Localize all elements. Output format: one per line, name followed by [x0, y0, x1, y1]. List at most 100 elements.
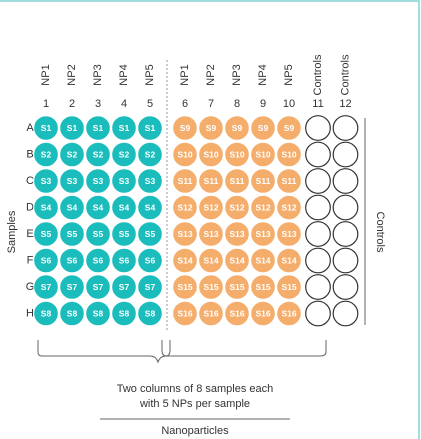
well-label: S16: [177, 308, 192, 318]
well-label: S2: [119, 149, 130, 159]
side-label: Controls: [374, 212, 386, 253]
well: [250, 141, 276, 168]
well-label: S9: [206, 123, 217, 133]
column-number: 9: [260, 98, 266, 110]
column-header: NP3: [92, 64, 104, 85]
well: [305, 141, 331, 168]
well: [198, 274, 224, 300]
well-label: S5: [145, 229, 156, 239]
well-label: S3: [119, 176, 130, 186]
well-label: S12: [203, 202, 218, 212]
well: [59, 221, 85, 247]
well: [250, 168, 276, 194]
well: [332, 247, 359, 274]
row-letter: G: [26, 281, 35, 293]
side-label: Samples: [6, 210, 18, 253]
column-number: 6: [182, 98, 188, 110]
well-label: S9: [232, 123, 243, 133]
well-label: S10: [229, 149, 244, 159]
well-label: S10: [177, 149, 192, 159]
column-number: 11: [312, 98, 323, 110]
well: [172, 115, 198, 141]
well-label: S6: [67, 255, 78, 265]
well-label: S9: [258, 123, 269, 133]
well: [137, 247, 163, 274]
well: [276, 247, 302, 274]
well: [33, 300, 59, 327]
well: [85, 168, 111, 194]
well: [111, 115, 137, 141]
well: [198, 194, 224, 221]
row-letter: A: [26, 122, 34, 134]
well-label: S15: [203, 282, 218, 292]
well-label: S2: [145, 149, 156, 159]
well-label: S3: [93, 176, 104, 186]
well-label: S13: [281, 229, 296, 239]
well-label: S12: [229, 202, 244, 212]
well: [33, 194, 59, 221]
column-number: 12: [339, 98, 351, 110]
well-label: S5: [93, 229, 104, 239]
well: [250, 194, 276, 221]
column-number: 1: [43, 98, 49, 110]
well-label: S10: [255, 149, 270, 159]
well-label: S15: [229, 282, 244, 292]
well: [198, 221, 224, 247]
well: [172, 300, 198, 327]
well: [224, 168, 250, 194]
well: [332, 194, 359, 221]
column-header: NP2: [66, 64, 78, 85]
well-label: S5: [67, 229, 78, 239]
well: [172, 194, 198, 221]
brace: [165, 340, 171, 357]
well: [137, 274, 163, 300]
well-label: S13: [177, 229, 192, 239]
well-label: S2: [67, 149, 78, 159]
well: [111, 141, 137, 168]
well: [332, 221, 359, 247]
well-label: S7: [119, 282, 130, 292]
column-number: 5: [147, 98, 153, 110]
well: [276, 168, 302, 194]
well: [85, 247, 111, 274]
well-label: S3: [41, 176, 52, 186]
well-label: S14: [281, 255, 296, 265]
well-label: S10: [281, 149, 296, 159]
well-label: S16: [229, 308, 244, 318]
well: [250, 247, 276, 274]
row-letter: C: [26, 175, 34, 187]
well: [85, 300, 111, 327]
well: [33, 115, 59, 141]
well-label: S7: [41, 282, 52, 292]
well: [33, 274, 59, 300]
well: [198, 300, 224, 327]
well-label: S16: [255, 308, 270, 318]
well: [59, 194, 85, 221]
well-label: S12: [281, 202, 296, 212]
column-header: NP3: [231, 64, 243, 85]
well: [250, 300, 276, 327]
well-label: S8: [145, 308, 156, 318]
well-label: S8: [67, 308, 78, 318]
well-label: S12: [255, 202, 270, 212]
well: [85, 194, 111, 221]
well: [111, 194, 137, 221]
well: [198, 168, 224, 194]
well-label: S7: [67, 282, 78, 292]
well: [59, 141, 85, 168]
column-header: NP5: [144, 64, 156, 85]
well-label: S6: [119, 255, 130, 265]
well-label: S4: [119, 202, 130, 212]
well: [59, 274, 85, 300]
well: [305, 247, 331, 274]
well-label: S7: [145, 282, 156, 292]
well: [224, 115, 250, 141]
column-header: Controls: [339, 54, 351, 95]
well-label: S6: [145, 255, 156, 265]
well-label: S14: [177, 255, 192, 265]
column-header: NP5: [283, 64, 295, 85]
well: [85, 274, 111, 300]
well: [224, 221, 250, 247]
